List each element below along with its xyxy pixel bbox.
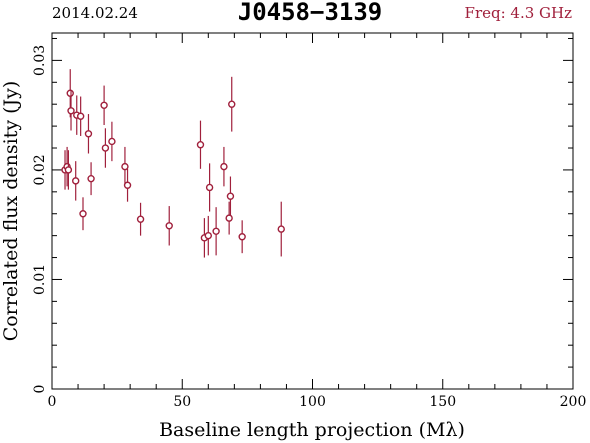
data-point bbox=[121, 146, 129, 187]
data-point bbox=[165, 206, 173, 246]
header-date: 2014.02.24 bbox=[52, 4, 138, 22]
point-marker bbox=[212, 227, 220, 235]
point-marker bbox=[101, 144, 110, 152]
data-point bbox=[76, 96, 85, 136]
data-point bbox=[108, 121, 116, 162]
y-tick-label: 0 bbox=[32, 385, 48, 394]
data-point bbox=[238, 220, 246, 254]
data-point bbox=[228, 76, 236, 132]
data-point bbox=[226, 176, 235, 216]
point-marker bbox=[228, 100, 236, 108]
data-point bbox=[64, 150, 73, 190]
point-marker bbox=[79, 210, 87, 218]
data-point bbox=[220, 146, 228, 187]
x-tick-label: 200 bbox=[560, 394, 587, 410]
plot-frame bbox=[51, 32, 574, 390]
point-marker bbox=[87, 174, 95, 183]
x-tick-label: 0 bbox=[48, 394, 57, 410]
point-marker bbox=[238, 233, 246, 241]
data-point bbox=[67, 91, 75, 131]
axis-tick-labels: 0 50 100 150 200 0 0.01 0.02 0.03 bbox=[32, 45, 586, 410]
point-marker bbox=[226, 192, 235, 200]
data-point bbox=[205, 163, 214, 212]
data-point bbox=[100, 85, 108, 126]
point-marker bbox=[67, 107, 75, 115]
point-marker bbox=[204, 231, 213, 240]
point-marker bbox=[66, 89, 74, 97]
point-marker bbox=[72, 177, 80, 185]
point-marker bbox=[165, 222, 173, 230]
data-point bbox=[212, 207, 220, 256]
point-marker bbox=[108, 137, 116, 146]
data-point bbox=[72, 161, 80, 201]
point-marker bbox=[123, 181, 132, 189]
point-marker bbox=[136, 215, 145, 223]
x-axis-label: Baseline length projection (Mλ) bbox=[159, 419, 465, 441]
data-point bbox=[196, 120, 205, 169]
point-marker bbox=[225, 214, 233, 222]
data-point bbox=[84, 114, 93, 154]
data-point bbox=[123, 168, 132, 202]
x-tick-label: 100 bbox=[299, 394, 326, 410]
data-point bbox=[101, 128, 110, 168]
header-source-title: J0458−3139 bbox=[238, 0, 383, 26]
axis-ticks bbox=[51, 33, 574, 390]
header-frequency: Freq: 4.3 GHz bbox=[465, 4, 573, 22]
y-tick-label: 0.02 bbox=[32, 154, 48, 185]
y-tick-label: 0.03 bbox=[32, 45, 48, 76]
point-marker bbox=[121, 162, 129, 171]
point-marker bbox=[100, 101, 108, 109]
point-marker bbox=[277, 225, 285, 233]
x-tick-label: 150 bbox=[429, 394, 456, 410]
data-point bbox=[79, 197, 87, 231]
point-marker bbox=[205, 183, 214, 192]
x-tick-label: 50 bbox=[173, 394, 191, 410]
point-marker bbox=[220, 162, 228, 171]
data-points bbox=[61, 69, 285, 258]
data-point bbox=[136, 202, 145, 236]
data-point bbox=[87, 162, 95, 196]
y-axis-label: Correlated flux density (Jy) bbox=[0, 81, 22, 342]
point-marker bbox=[196, 141, 205, 149]
data-point bbox=[204, 215, 213, 256]
point-marker bbox=[84, 130, 93, 138]
data-point bbox=[277, 201, 285, 257]
y-tick-label: 0.01 bbox=[32, 264, 48, 295]
data-point bbox=[225, 201, 233, 235]
point-marker bbox=[76, 112, 85, 120]
point-marker bbox=[64, 166, 73, 174]
